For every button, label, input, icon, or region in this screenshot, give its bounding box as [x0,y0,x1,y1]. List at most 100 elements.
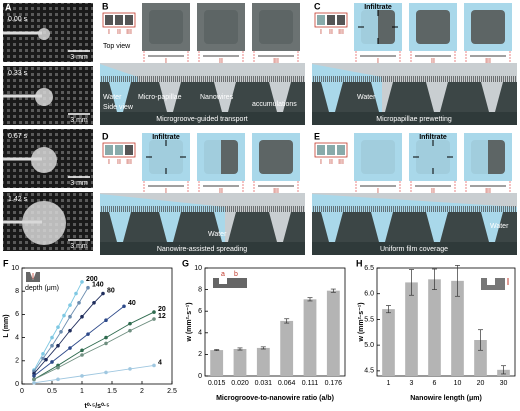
substrate [100,212,305,242]
infiltrate-label: Infiltrate [152,134,180,141]
point [56,325,60,329]
top-core [416,10,450,44]
point [41,356,45,361]
part-label: accumulations [252,101,297,108]
zone-label: II [219,58,223,65]
view-label: Top view [103,43,131,50]
point [62,313,66,318]
y-axis-label: w (mm²·s⁻¹) [358,302,365,342]
part-label: Micro-papillae [138,94,182,101]
x-axis-label: Microgroove-to-nanowire ratio (a/b) [216,395,334,402]
zone-label: II [117,159,121,166]
inset-square [115,145,123,155]
point [86,285,90,290]
point [44,357,48,362]
part-label: Nanowires [200,94,234,101]
series-label: 40 [128,300,136,307]
droplet [22,201,66,245]
zone-label: III [338,159,344,166]
x-tick-label: 2.5 [167,388,177,395]
scale-label: 3 mm [70,54,88,61]
inset-label: a [221,271,225,278]
fit-line [33,305,125,377]
bar [303,299,317,376]
x-tick-label: 10 [454,380,462,387]
water-label: Water [208,231,227,238]
top-water [354,133,402,181]
caption: Nanowire-assisted spreading [157,246,247,253]
zone-label: I [165,188,167,195]
y-tick-label: 6.0 [364,291,374,298]
x-tick-label: 6 [433,380,437,387]
caption: Micropapillae prewetting [376,116,452,123]
inset-icon [213,278,247,288]
droplet [35,88,53,106]
panel-letter: D [102,131,109,141]
caption-bar [100,112,305,125]
bar [382,309,395,376]
point [32,377,36,382]
point [50,360,54,364]
top-core [204,10,238,44]
inset-square [317,15,325,25]
bar [210,350,224,376]
x-tick-label: 1 [387,380,391,387]
panel-letter: G [182,258,189,268]
bar [326,290,340,376]
x-tick-label: 0.031 [255,380,273,387]
x-tick-label: 1.5 [107,388,117,395]
y-tick-label: 2 [198,351,202,358]
inset-square [115,15,123,25]
inset-label: b [234,271,238,278]
top-core [149,10,183,44]
view-label: Side view [103,104,134,111]
inset-square [105,15,113,25]
inset-groove [487,278,495,285]
fit-line [33,311,155,380]
point [56,377,60,382]
bar [405,282,418,376]
point [128,328,132,333]
caption: Microgroove-guided transport [156,116,247,123]
x-axis-label: Nanowire length (μm) [410,395,482,402]
point [128,367,132,371]
series-label: 12 [158,313,166,320]
x-tick-label: 30 [500,380,508,387]
point [92,301,96,305]
zone-label: III [126,159,132,166]
infiltrate-label: Infiltrate [419,134,447,141]
infiltrate-label: Infiltrate [364,4,392,11]
point [80,314,84,319]
inset-square [327,145,335,155]
droplet [38,28,50,40]
point [59,330,63,334]
y-tick-label: 4.5 [364,368,374,375]
plot-frame [204,267,346,377]
point [68,303,72,307]
point [68,328,72,333]
y-tick-label: 6 [198,308,202,315]
water-label: Water [103,94,122,101]
y-tick-label: 5.5 [364,316,374,323]
droplet [31,147,57,173]
fit-line [33,364,155,384]
inset-square [125,145,133,155]
plot-frame [21,267,173,385]
zone-label: II [219,188,223,195]
point [122,304,126,309]
panel-letter: B [102,1,109,11]
point [41,352,45,356]
zone-label: I [377,58,379,65]
point [101,291,105,296]
series-label: 4 [158,359,162,366]
caption-bar [100,242,305,255]
zone-label: III [273,188,279,195]
bar [233,349,247,376]
top-water [197,133,221,181]
zone-label: I [165,58,167,65]
panel-letter: E [314,131,320,141]
y-tick-label: 4 [15,334,19,341]
bar [474,340,487,376]
y-tick-label: 8 [15,288,19,295]
point [32,374,36,378]
